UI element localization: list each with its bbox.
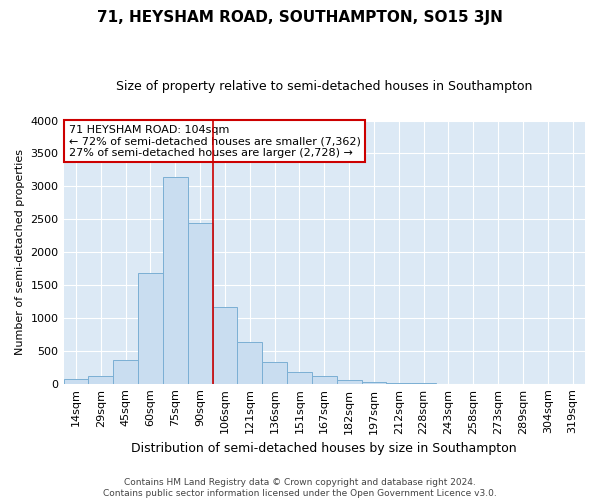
Bar [88,376,113,384]
Bar [362,382,386,384]
Title: Size of property relative to semi-detached houses in Southampton: Size of property relative to semi-detach… [116,80,532,93]
Bar [188,223,212,384]
Bar [212,306,238,384]
Bar [138,273,163,384]
Bar [64,380,88,384]
Text: Contains HM Land Registry data © Crown copyright and database right 2024.
Contai: Contains HM Land Registry data © Crown c… [103,478,497,498]
Bar [238,342,262,384]
Y-axis label: Number of semi-detached properties: Number of semi-detached properties [15,149,25,355]
Text: 71 HEYSHAM ROAD: 104sqm
← 72% of semi-detached houses are smaller (7,362)
27% of: 71 HEYSHAM ROAD: 104sqm ← 72% of semi-de… [69,124,361,158]
Bar [163,177,188,384]
Bar [386,383,411,384]
Bar [262,362,287,384]
Bar [337,380,362,384]
Bar [287,372,312,384]
Bar [113,360,138,384]
Bar [312,376,337,384]
X-axis label: Distribution of semi-detached houses by size in Southampton: Distribution of semi-detached houses by … [131,442,517,455]
Text: 71, HEYSHAM ROAD, SOUTHAMPTON, SO15 3JN: 71, HEYSHAM ROAD, SOUTHAMPTON, SO15 3JN [97,10,503,25]
